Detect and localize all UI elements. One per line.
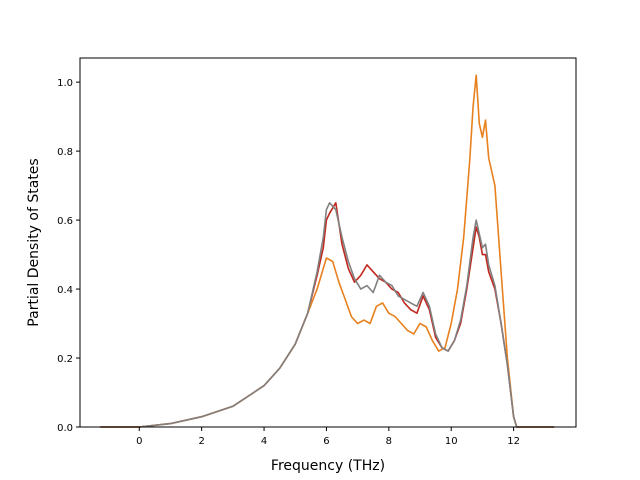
series-layer [100,74,555,428]
y-tick-label: 0.4 [57,285,73,296]
y-tick-label: 0.2 [57,354,73,365]
y-tick-label: 0.8 [57,147,73,158]
x-tick-label: 10 [445,436,458,447]
x-axis-label: Frequency (THz) [271,458,385,474]
x-tick-label: 0 [136,436,142,447]
x-tick-label: 8 [386,436,392,447]
x-tick-label: 4 [261,436,267,447]
x-tick-label: 2 [198,436,204,447]
y-tick-label: 1.0 [57,78,73,89]
y-axis-ticks: 0.0 0.2 0.4 0.6 0.8 1.0 [57,78,80,434]
series-line-3 [100,202,555,428]
series-line-1 [100,202,555,428]
y-axis-label: Partial Density of States [26,158,42,326]
plot-frame [79,57,577,428]
x-tick-label: 6 [323,436,329,447]
y-tick-label: 0.0 [57,423,73,434]
y-tick-label: 0.6 [57,216,73,227]
x-tick-label: 12 [507,436,520,447]
x-axis-ticks: 0 2 4 6 8 10 12 [136,427,520,447]
